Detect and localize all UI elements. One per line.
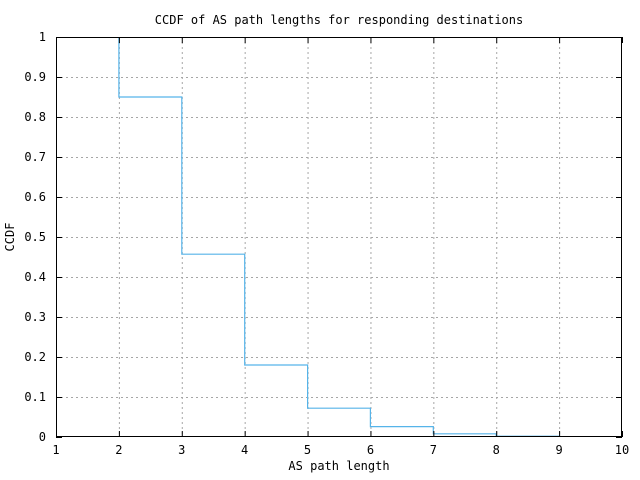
y-tick-label: 0.4 [24, 270, 46, 284]
y-tick-label: 0.5 [24, 230, 46, 244]
plot-canvas [56, 37, 623, 438]
plot-area [56, 37, 623, 438]
x-tick-label: 8 [492, 443, 500, 457]
chart-title: CCDF of AS path lengths for responding d… [154, 13, 524, 27]
y-tick-label: 0.3 [24, 310, 46, 324]
ccdf-step-line [118, 37, 560, 437]
y-tick-label: 0.6 [24, 190, 46, 204]
y-tick-label: 0.2 [24, 350, 46, 364]
x-axis-label: AS path length [288, 459, 390, 473]
y-tick-label: 0.8 [24, 110, 46, 124]
x-tick-label: 1 [52, 443, 60, 457]
y-tick-label: 0 [38, 430, 46, 444]
x-tick-label: 7 [429, 443, 437, 457]
x-tick-label: 5 [303, 443, 312, 457]
x-tick-label: 10 [614, 443, 630, 457]
x-tick-label: 9 [555, 443, 563, 457]
x-tick-label: 3 [178, 443, 186, 457]
x-tick-label: 4 [241, 443, 249, 457]
y-tick-label: 0.7 [24, 150, 46, 164]
plot-border [56, 37, 622, 437]
x-tick-label: 2 [115, 443, 123, 457]
y-tick-label: 1 [38, 30, 46, 44]
y-tick-label: 0.9 [24, 70, 46, 84]
y-tick-label: 0.1 [24, 390, 46, 404]
x-tick-label: 6 [366, 443, 375, 457]
